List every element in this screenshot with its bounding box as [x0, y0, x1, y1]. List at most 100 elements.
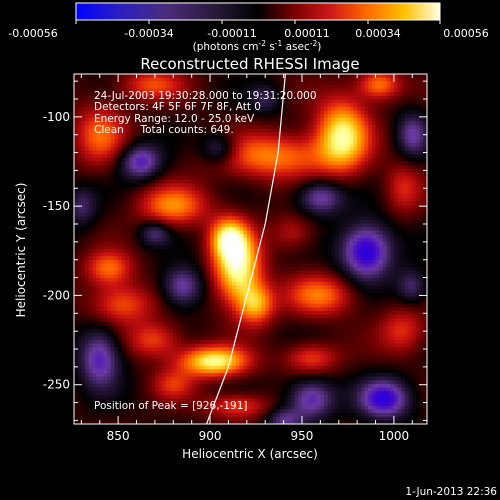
heatmap-cell: [243, 219, 248, 224]
heatmap-cell: [121, 157, 126, 162]
heatmap-cell: [132, 197, 137, 203]
heatmap-cell: [342, 95, 347, 100]
heatmap-cell: [132, 77, 137, 82]
heatmap-cell: [283, 172, 288, 177]
heatmap-cell: [316, 256, 321, 261]
heatmap-cell: [408, 125, 413, 130]
heatmap-cell: [235, 88, 240, 93]
heatmap-cell: [246, 84, 251, 89]
heatmap-cell: [338, 183, 343, 188]
heatmap-cell: [313, 132, 318, 137]
heatmap-cell: [386, 128, 391, 133]
heatmap-cell: [423, 92, 427, 97]
heatmap-cell: [85, 179, 90, 184]
heatmap-cell: [217, 110, 222, 115]
heatmap-cell: [379, 154, 384, 159]
heatmap-cell: [342, 219, 347, 224]
heatmap-cell: [287, 77, 292, 82]
heatmap-cell: [239, 74, 244, 79]
heatmap-cell: [169, 74, 174, 79]
heatmap-cell: [257, 88, 262, 93]
heatmap-cell: [368, 234, 373, 239]
heatmap-cell: [287, 212, 292, 217]
heatmap-cell: [118, 154, 123, 159]
colorbar-gradient: [75, 2, 441, 21]
heatmap-cell: [257, 223, 262, 228]
heatmap-cell: [121, 161, 126, 166]
heatmap-cell: [180, 259, 185, 264]
heatmap-cell: [313, 146, 318, 151]
heatmap-cell: [393, 74, 398, 79]
heatmap-cell: [254, 143, 259, 148]
heatmap-cell: [379, 223, 384, 228]
heatmap-cell: [129, 190, 134, 195]
heatmap-cell: [327, 103, 332, 108]
heatmap-cell: [265, 106, 270, 111]
heatmap-cell: [239, 241, 244, 246]
heatmap-cell: [301, 135, 307, 141]
heatmap-cell: [169, 110, 174, 115]
heatmap-cell: [187, 238, 193, 243]
heatmap-cell: [176, 256, 182, 261]
heatmap-cell: [221, 132, 226, 137]
heatmap-cell: [136, 172, 141, 177]
heatmap-cell: [92, 205, 97, 210]
heatmap-cell: [360, 194, 365, 199]
heatmap-cell: [254, 139, 259, 144]
heatmap-cell: [132, 103, 137, 108]
heatmap-cell: [99, 125, 104, 130]
heatmap-cell: [136, 201, 141, 206]
heatmap-cell: [246, 168, 251, 173]
heatmap-cell: [118, 161, 123, 166]
heatmap-cell: [228, 125, 233, 130]
heatmap-cell: [187, 223, 193, 228]
heatmap-cell: [147, 259, 152, 264]
heatmap-cell: [217, 190, 222, 195]
heatmap-cell: [96, 223, 101, 228]
heatmap-cell: [99, 238, 104, 243]
heatmap-cell: [324, 114, 329, 119]
heatmap-cell: [415, 106, 421, 111]
heatmap-cell: [165, 84, 171, 89]
heatmap-cell: [415, 187, 421, 192]
heatmap-cell: [419, 92, 424, 97]
heatmap-cell: [390, 95, 395, 100]
heatmap-cell: [250, 219, 255, 224]
heatmap-cell: [360, 146, 365, 151]
heatmap-cell: [386, 157, 391, 162]
heatmap-cell: [357, 95, 362, 100]
heatmap-cell: [272, 99, 277, 104]
heatmap-cell: [368, 201, 373, 206]
heatmap-cell: [423, 74, 427, 79]
heatmap-cell: [187, 161, 193, 166]
heatmap-cell: [173, 99, 178, 104]
heatmap-cell: [180, 84, 185, 89]
heatmap-cell: [213, 135, 218, 141]
heatmap-cell: [224, 99, 229, 104]
heatmap-cell: [287, 165, 292, 170]
heatmap-cell: [265, 132, 270, 137]
heatmap-cell: [294, 74, 299, 79]
heatmap-cell: [232, 110, 237, 115]
heatmap-cell: [136, 110, 141, 115]
heatmap-cell: [221, 234, 226, 239]
heatmap-cell: [132, 135, 137, 141]
heatmap-cell: [169, 99, 174, 104]
heatmap-cell: [129, 139, 134, 144]
heatmap-cell: [397, 172, 402, 177]
heatmap-cell: [187, 128, 193, 133]
heatmap-cell: [110, 252, 115, 257]
heatmap-cell: [103, 172, 108, 177]
heatmap-cell: [261, 146, 266, 151]
heatmap-cell: [382, 95, 387, 100]
heatmap-cell: [239, 223, 244, 228]
heatmap-cell: [99, 132, 104, 137]
heatmap-cell: [125, 201, 130, 206]
heatmap-cell: [77, 249, 82, 254]
heatmap-cell: [195, 190, 200, 195]
heatmap-cell: [382, 172, 387, 177]
heatmap-cell: [397, 139, 402, 144]
heatmap-cell: [301, 110, 307, 115]
heatmap-cell: [279, 92, 284, 97]
heatmap-cell: [287, 110, 292, 115]
